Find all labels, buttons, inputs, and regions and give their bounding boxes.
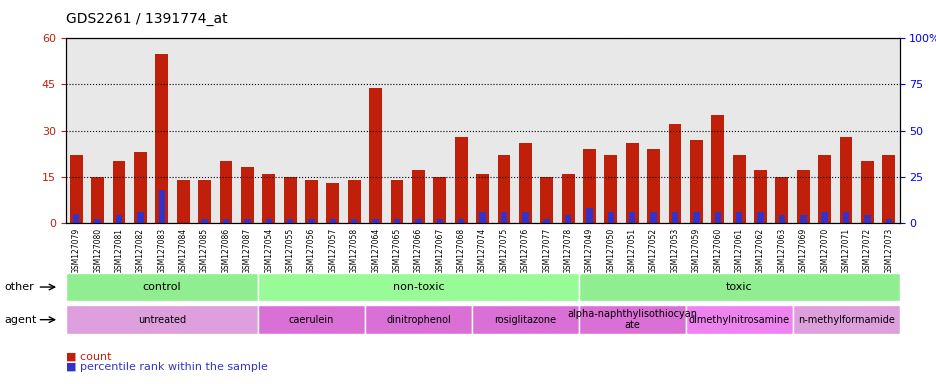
Bar	[647, 149, 659, 223]
Bar	[714, 212, 720, 223]
Bar	[650, 212, 656, 223]
Bar	[732, 155, 745, 223]
Bar	[586, 208, 592, 223]
Bar	[393, 219, 400, 223]
Bar	[693, 212, 699, 223]
Bar	[710, 115, 724, 223]
Bar	[839, 137, 852, 223]
Bar	[497, 155, 510, 223]
Bar	[796, 170, 809, 223]
Text: alpha-naphthylisothiocyan
ate: alpha-naphthylisothiocyan ate	[566, 309, 696, 331]
Bar	[860, 161, 873, 223]
Bar	[521, 212, 528, 223]
Bar	[540, 177, 552, 223]
Bar	[561, 174, 574, 223]
Bar	[479, 212, 485, 223]
Bar	[412, 170, 424, 223]
Text: ■ percentile rank within the sample: ■ percentile rank within the sample	[66, 362, 267, 372]
Bar	[116, 215, 122, 223]
Bar	[326, 183, 339, 223]
Bar	[284, 177, 296, 223]
Bar	[241, 167, 254, 223]
Bar	[177, 180, 189, 223]
Bar	[842, 212, 848, 223]
Bar	[863, 215, 870, 223]
Bar	[415, 219, 421, 223]
Bar	[671, 212, 678, 223]
Bar	[244, 219, 250, 223]
Bar	[458, 219, 464, 223]
Bar	[265, 219, 271, 223]
Bar	[197, 180, 211, 223]
Bar	[475, 174, 489, 223]
Text: dimethylnitrosamine: dimethylnitrosamine	[688, 314, 789, 325]
Bar	[112, 161, 125, 223]
Text: toxic: toxic	[725, 282, 752, 292]
Bar	[433, 177, 446, 223]
Bar	[372, 219, 378, 223]
Bar	[882, 155, 894, 223]
Text: GDS2261 / 1391774_at: GDS2261 / 1391774_at	[66, 12, 227, 25]
Bar	[668, 124, 680, 223]
Bar	[689, 140, 702, 223]
Bar	[134, 152, 147, 223]
Text: untreated: untreated	[138, 314, 185, 325]
Bar	[625, 143, 638, 223]
Bar	[735, 212, 741, 223]
Bar	[756, 212, 763, 223]
Bar	[543, 219, 549, 223]
Bar	[607, 212, 613, 223]
Bar	[500, 212, 506, 223]
Bar	[262, 174, 275, 223]
Bar	[821, 212, 827, 223]
Bar	[137, 212, 143, 223]
Bar	[369, 88, 382, 223]
Bar	[817, 155, 830, 223]
Bar	[70, 155, 82, 223]
Text: control: control	[142, 282, 181, 292]
Bar	[201, 219, 208, 223]
Bar	[604, 155, 617, 223]
Text: rosiglitazone: rosiglitazone	[493, 314, 556, 325]
Bar	[775, 177, 787, 223]
Bar	[308, 219, 314, 223]
Text: ■ count: ■ count	[66, 352, 111, 362]
Bar	[305, 180, 317, 223]
Bar	[582, 149, 595, 223]
Bar	[778, 215, 784, 223]
Bar	[799, 215, 806, 223]
Bar	[155, 54, 168, 223]
Bar	[286, 219, 293, 223]
Bar	[223, 219, 229, 223]
Text: agent: agent	[5, 314, 37, 325]
Bar	[329, 219, 336, 223]
Bar	[519, 143, 531, 223]
Bar	[95, 219, 101, 223]
Bar	[347, 180, 360, 223]
Bar	[628, 212, 635, 223]
Text: non-toxic: non-toxic	[392, 282, 444, 292]
Bar	[390, 180, 403, 223]
Bar	[564, 215, 571, 223]
Bar	[73, 214, 80, 223]
Text: caerulein: caerulein	[288, 314, 334, 325]
Bar	[885, 219, 891, 223]
Bar	[219, 161, 232, 223]
Text: dinitrophenol: dinitrophenol	[386, 314, 450, 325]
Text: other: other	[5, 282, 35, 292]
Bar	[436, 219, 443, 223]
Bar	[91, 177, 104, 223]
Bar	[158, 190, 165, 223]
Bar	[351, 219, 358, 223]
Bar	[753, 170, 767, 223]
Bar	[454, 137, 467, 223]
Text: n-methylformamide: n-methylformamide	[797, 314, 894, 325]
